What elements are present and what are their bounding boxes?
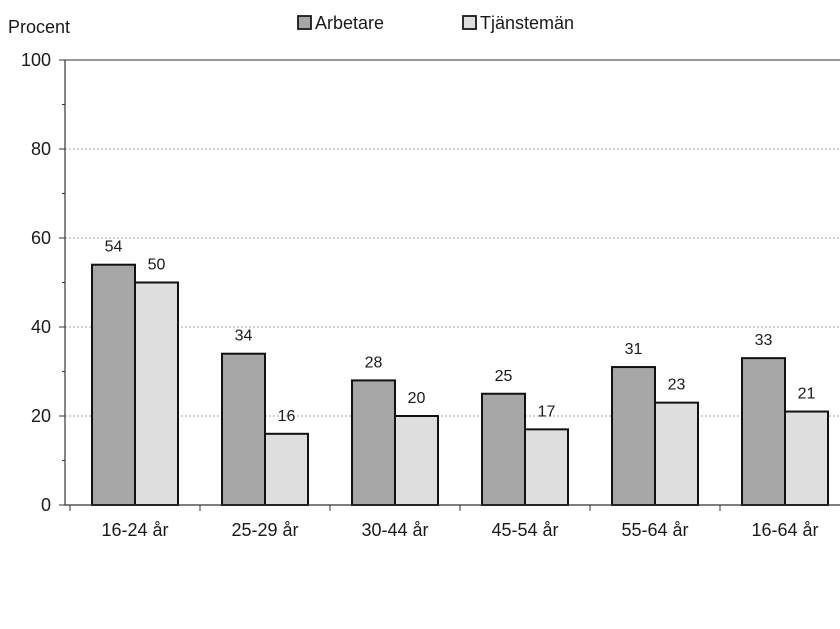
x-tick-label: 16-24 år (101, 520, 168, 540)
x-tick-label: 55-64 år (621, 520, 688, 540)
axes (59, 59, 840, 511)
bar-value-label: 16 (278, 408, 296, 425)
y-tick-label: 20 (31, 406, 51, 426)
bar (524, 428, 569, 507)
bar (351, 379, 396, 506)
legend: Arbetare Tjänstemän (297, 13, 574, 33)
bars (91, 263, 829, 507)
bar-value-label: 34 (235, 328, 253, 345)
bar (91, 263, 136, 507)
bar (481, 392, 526, 506)
bar (784, 410, 829, 506)
y-tick-label: 60 (31, 228, 51, 248)
bar (394, 415, 439, 506)
legend-label-tjanstemaen: Tjänstemän (480, 13, 574, 33)
bar (654, 401, 699, 506)
gridlines (65, 59, 840, 417)
bar-value-label: 54 (105, 239, 123, 256)
y-axis-label: Procent (8, 17, 70, 37)
bar (221, 352, 266, 507)
y-tick-label: 80 (31, 139, 51, 159)
bar-value-label: 31 (625, 341, 643, 358)
labels: 54 50 16-24 år 34 16 25-29 år 28 20 30-44 år 25 17… (21, 50, 819, 540)
x-tick-label: 45-54 år (491, 520, 558, 540)
bar-value-label: 50 (148, 257, 166, 274)
bar (264, 432, 309, 506)
bar-value-label: 28 (365, 354, 383, 371)
bar (611, 366, 656, 506)
x-tick-label: 25-29 år (231, 520, 298, 540)
bar-value-label: 20 (408, 390, 426, 407)
bar (741, 357, 786, 506)
x-tick-label: 16-64 år (751, 520, 818, 540)
x-tick-label: 30-44 år (361, 520, 428, 540)
bar-value-label: 23 (668, 377, 686, 394)
legend-swatch-arbetare (297, 15, 312, 30)
bar-value-label: 33 (755, 332, 773, 349)
y-tick-label: 100 (21, 50, 51, 70)
bar-value-label: 25 (495, 368, 513, 385)
y-tick-label: 40 (31, 317, 51, 337)
bar-value-label: 21 (798, 386, 816, 403)
legend-swatch-tjanstemaen (462, 15, 477, 30)
y-tick-label: 0 (41, 495, 51, 515)
bar-value-label: 17 (538, 403, 556, 420)
bar (134, 281, 179, 506)
legend-label-arbetare: Arbetare (315, 13, 384, 33)
